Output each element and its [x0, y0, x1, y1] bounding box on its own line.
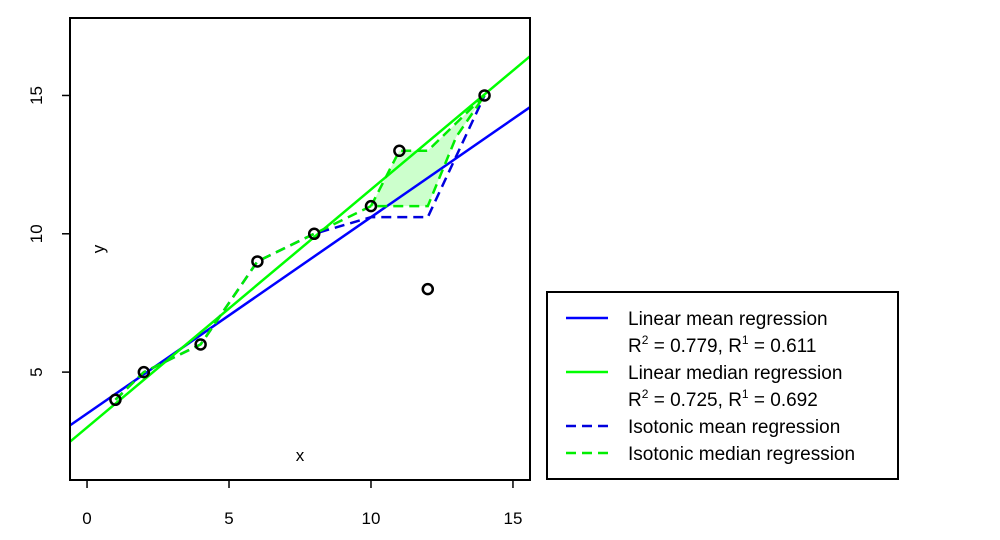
x-tick-label: 10	[362, 509, 381, 528]
legend-label: Linear median regression	[628, 363, 842, 384]
x-tick-label: 15	[504, 509, 523, 528]
isotonic-mean-line	[114, 94, 486, 401]
data-point	[364, 199, 378, 213]
data-point	[421, 282, 435, 296]
legend-stats: R2 = 0.779, R1 = 0.611	[628, 333, 816, 357]
legend-label: Isotonic median regression	[628, 444, 855, 465]
x-axis: 0 5 10 15	[82, 479, 523, 528]
y-axis-label: y	[89, 244, 108, 253]
legend-label: Linear mean regression	[628, 309, 828, 330]
data-point	[137, 365, 151, 379]
legend-frame	[546, 291, 899, 480]
data-point	[307, 227, 321, 241]
y-tick-label: 5	[27, 367, 46, 376]
isotonic-median-upper-line	[369, 94, 486, 207]
y-axis: 5 10 15	[27, 86, 71, 377]
y-tick-label: 10	[27, 224, 46, 243]
data-point	[393, 144, 406, 158]
data-point	[194, 338, 207, 351]
legend-stats: R2 = 0.725, R1 = 0.692	[628, 387, 818, 411]
data-point	[251, 255, 264, 268]
data-point	[478, 89, 491, 102]
linear-mean-line	[70, 106, 530, 427]
data-point	[109, 393, 122, 407]
x-tick-label: 0	[82, 509, 91, 528]
x-axis-label: x	[296, 446, 305, 465]
x-tick-label: 5	[224, 509, 233, 528]
linear-median-line	[70, 55, 530, 443]
y-tick-label: 15	[27, 86, 46, 105]
legend-label: Isotonic mean regression	[628, 417, 840, 438]
legend: Linear mean regression R2 = 0.779, R1 = 0…	[546, 291, 899, 480]
isotonic-median-lower-line	[114, 94, 486, 401]
